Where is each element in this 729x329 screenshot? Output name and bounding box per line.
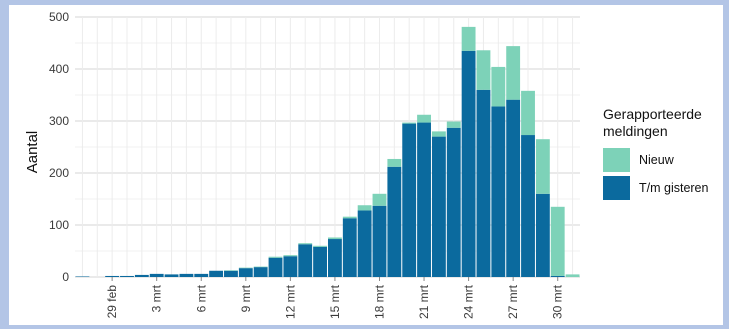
legend: Gerapporteerde meldingen Nieuw T/m giste… bbox=[603, 106, 709, 200]
bar-tm-gisteren bbox=[253, 267, 268, 277]
bar-nieuw bbox=[565, 274, 580, 277]
x-tick-label: 18 mrt bbox=[372, 284, 386, 319]
x-tick-label: 29 feb bbox=[105, 285, 119, 319]
bar-tm-gisteren bbox=[521, 135, 535, 277]
bar-tm-gisteren bbox=[417, 122, 431, 277]
y-tick-label: 200 bbox=[49, 166, 69, 180]
bar-nieuw bbox=[491, 66, 506, 107]
bar-tm-gisteren bbox=[75, 276, 90, 277]
bar-tm-gisteren bbox=[342, 218, 357, 277]
x-tick-label: 3 mrt bbox=[150, 284, 164, 312]
x-tick-label: 6 mrt bbox=[194, 284, 208, 312]
bar-tm-gisteren bbox=[120, 275, 134, 277]
x-axis: 29 feb 3 mrt 6 mrt 9 mrt 12 mrt 15 mrt 18 mrt 2… bbox=[105, 277, 565, 319]
legend-title-line-1: Gerapporteerde bbox=[603, 106, 702, 122]
y-tick-label: 400 bbox=[49, 62, 69, 76]
bar-nieuw bbox=[535, 139, 550, 194]
y-axis: 0 100 200 300 400 500 bbox=[49, 10, 69, 284]
bar-tm-gisteren bbox=[461, 50, 476, 277]
bar-tm-gisteren bbox=[298, 244, 313, 277]
bar-tm-gisteren bbox=[283, 256, 298, 277]
bar-nieuw bbox=[402, 122, 417, 124]
x-tick-label: 15 mrt bbox=[328, 284, 342, 319]
bar-tm-gisteren bbox=[402, 123, 417, 277]
stacked-bar-chart: 0 100 200 300 400 500 29 feb 3 mrt 6 mrt 9 mrt 12… bbox=[24, 10, 709, 319]
legend-label-nieuw: Nieuw bbox=[639, 153, 675, 167]
legend-swatch-nieuw bbox=[603, 148, 630, 172]
bar-nieuw bbox=[476, 50, 491, 90]
bar-nieuw bbox=[268, 256, 283, 258]
bar-tm-gisteren bbox=[476, 89, 491, 277]
bar-nieuw bbox=[283, 255, 298, 257]
chart-panel: 0 100 200 300 400 500 29 feb 3 mrt 6 mrt 9 mrt 12… bbox=[9, 5, 723, 325]
bar-nieuw bbox=[224, 270, 238, 271]
bar-tm-gisteren bbox=[209, 270, 224, 277]
bar-nieuw bbox=[387, 158, 402, 167]
x-tick-label: 27 mrt bbox=[506, 284, 520, 319]
bar-tm-gisteren bbox=[164, 274, 179, 277]
bar-tm-gisteren bbox=[550, 275, 565, 277]
bar-nieuw bbox=[313, 245, 327, 247]
bar-nieuw bbox=[550, 206, 565, 276]
bar-nieuw bbox=[342, 216, 357, 219]
x-tick-label: 12 mrt bbox=[283, 284, 297, 319]
legend-label-tm-gisteren: T/m gisteren bbox=[639, 181, 709, 195]
legend-title-line-2: meldingen bbox=[603, 123, 668, 139]
bar-nieuw bbox=[253, 266, 268, 268]
bar-tm-gisteren bbox=[328, 239, 342, 277]
bar-tm-gisteren bbox=[149, 273, 164, 277]
bar-tm-gisteren bbox=[491, 106, 506, 277]
x-tick-label: 24 mrt bbox=[462, 284, 476, 319]
bar-tm-gisteren bbox=[506, 99, 521, 278]
bar-tm-gisteren bbox=[535, 193, 550, 277]
bar-nieuw bbox=[431, 131, 446, 137]
bar-tm-gisteren bbox=[446, 127, 461, 277]
bar-nieuw bbox=[238, 267, 253, 269]
bar-nieuw bbox=[328, 237, 342, 240]
y-tick-label: 0 bbox=[62, 270, 69, 284]
y-axis-title: Aantal bbox=[24, 131, 41, 174]
legend-swatch-tm-gisteren bbox=[603, 176, 630, 200]
bar-tm-gisteren bbox=[431, 136, 446, 277]
y-tick-label: 500 bbox=[49, 10, 69, 24]
bar-nieuw bbox=[357, 205, 372, 211]
bar-nieuw bbox=[521, 90, 535, 136]
bar-tm-gisteren bbox=[224, 270, 238, 277]
bar-tm-gisteren bbox=[372, 205, 387, 277]
bar-nieuw bbox=[446, 121, 461, 128]
y-tick-label: 300 bbox=[49, 114, 69, 128]
bar-tm-gisteren bbox=[134, 274, 149, 277]
bar-nieuw bbox=[372, 193, 387, 206]
x-tick-label: 21 mrt bbox=[417, 284, 431, 319]
x-tick-label: 30 mrt bbox=[551, 284, 565, 319]
bar-tm-gisteren bbox=[105, 275, 120, 277]
bar-tm-gisteren bbox=[238, 268, 253, 277]
bar-nieuw bbox=[461, 26, 476, 51]
bar-nieuw bbox=[298, 243, 313, 245]
bar-tm-gisteren bbox=[387, 166, 402, 277]
x-tick-label: 9 mrt bbox=[239, 284, 253, 312]
bar-tm-gisteren bbox=[179, 273, 194, 277]
bar-tm-gisteren bbox=[357, 210, 372, 277]
bar-tm-gisteren bbox=[313, 246, 327, 277]
bars bbox=[75, 26, 580, 278]
bar-nieuw bbox=[417, 114, 431, 123]
y-tick-label: 100 bbox=[49, 218, 69, 232]
bar-tm-gisteren bbox=[268, 257, 283, 277]
bar-nieuw bbox=[506, 46, 521, 100]
bar-tm-gisteren bbox=[194, 273, 209, 277]
